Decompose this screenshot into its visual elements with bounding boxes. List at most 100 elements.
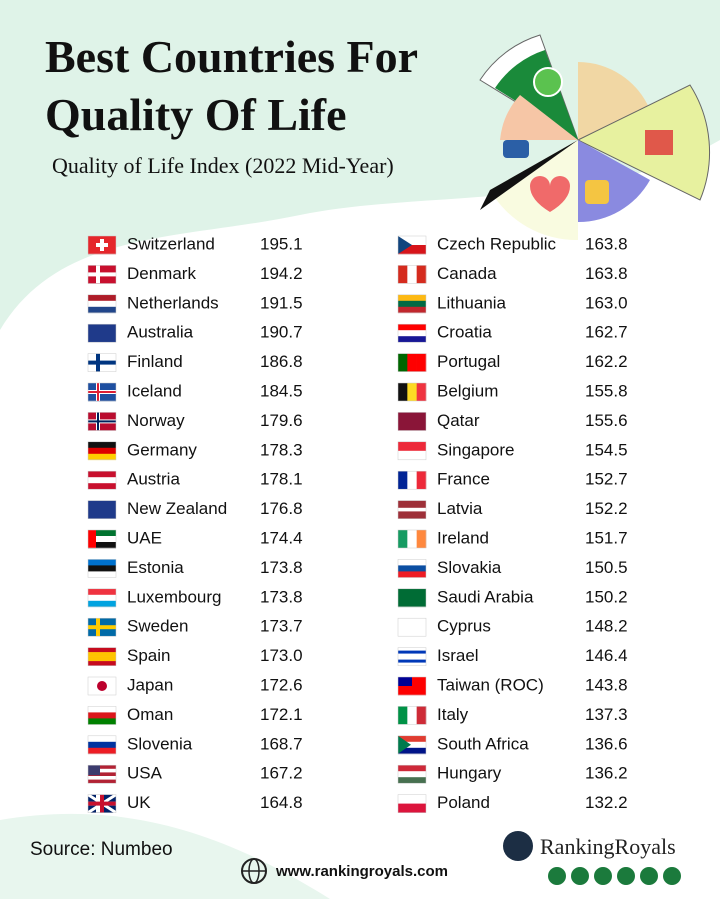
- country-value: 179.6: [260, 411, 303, 430]
- country-name: Iceland: [127, 381, 182, 400]
- flag-stripe: [88, 656, 116, 662]
- table-row: Finland 186.8: [87, 352, 303, 372]
- flag-stripe: [407, 265, 417, 284]
- country-name: USA: [127, 764, 163, 783]
- flag-stripe: [398, 747, 426, 755]
- country-name: Switzerland: [127, 234, 215, 253]
- country-name: Luxembourg: [127, 587, 222, 606]
- flag-border: [87, 706, 117, 725]
- flag-cross: [88, 801, 116, 806]
- country-name: Singapore: [437, 440, 515, 459]
- flag-border: [397, 764, 427, 784]
- globe-icon: [241, 858, 267, 884]
- flag-stripe: [88, 765, 116, 770]
- flag-stripe: [398, 706, 408, 725]
- flag-stripe: [88, 647, 116, 653]
- country-value: 150.5: [585, 558, 628, 577]
- flag-stripe: [88, 741, 116, 749]
- flag-border: [87, 647, 117, 666]
- flag-stripe: [416, 353, 427, 372]
- country-value: 136.2: [585, 764, 628, 783]
- country-name: UAE: [127, 528, 162, 547]
- table-row: Portugal 162.2: [397, 352, 628, 372]
- table-row: Norway 179.6: [87, 411, 303, 431]
- country-name: Cyprus: [437, 617, 491, 636]
- flag-stripe: [398, 771, 426, 778]
- flag-stripe: [88, 477, 116, 484]
- table-row: Israel 146.4: [397, 646, 628, 666]
- country-value: 191.5: [260, 293, 303, 312]
- flag-border: [397, 470, 427, 490]
- country-value: 136.6: [585, 734, 628, 753]
- flag-border: [397, 588, 427, 608]
- table-row: USA 167.2: [87, 764, 303, 784]
- country-name: Japan: [127, 675, 173, 694]
- country-name: Netherlands: [127, 293, 219, 312]
- country-value: 178.3: [260, 440, 303, 459]
- flag-stripe: [398, 588, 426, 608]
- flag-stripe: [88, 706, 116, 713]
- table-row: Qatar 155.6: [397, 411, 628, 431]
- country-name: Denmark: [127, 264, 196, 283]
- flag-stripe: [88, 441, 116, 449]
- table-row: Slovakia 150.5: [397, 558, 628, 578]
- flag-stripe: [398, 777, 426, 784]
- country-name: Oman: [127, 705, 173, 724]
- flag-stripe: [88, 530, 116, 537]
- table-row: Netherlands 191.5: [87, 293, 303, 314]
- country-value: 176.8: [260, 499, 303, 518]
- flag-stripe: [398, 515, 426, 519]
- flag-stripe: [398, 650, 426, 654]
- country-name: Sweden: [127, 617, 188, 636]
- flag-border: [87, 265, 117, 284]
- flag-stripe: [416, 383, 427, 401]
- flag-stripe: [398, 618, 426, 637]
- flag-stripe: [398, 571, 426, 578]
- social-icons: [548, 867, 681, 885]
- flag-border: [87, 382, 117, 402]
- flag-stripe: [398, 507, 426, 512]
- flag-stripe: [88, 747, 116, 755]
- flag-border: [397, 529, 427, 549]
- table-row: Cyprus 148.2: [397, 617, 628, 637]
- table-row: UAE 174.4: [87, 528, 303, 549]
- country-name: Slovakia: [437, 558, 502, 577]
- country-name: Canada: [437, 264, 497, 283]
- country-value: 173.0: [260, 646, 303, 665]
- flag-stripe: [88, 588, 116, 596]
- country-value: 172.1: [260, 705, 303, 724]
- country-value: 154.5: [585, 440, 628, 459]
- flag-border: [87, 676, 117, 696]
- country-name: Croatia: [437, 323, 492, 342]
- flag-stripe: [88, 661, 116, 666]
- decorative-pie: [479, 34, 711, 241]
- country-value: 163.8: [585, 234, 628, 253]
- country-name: Poland: [437, 793, 490, 812]
- table-row: Hungary 136.2: [397, 764, 628, 784]
- country-value: 167.2: [260, 764, 303, 783]
- flag-part: [398, 677, 412, 686]
- country-name: Spain: [127, 646, 170, 665]
- flag-stripe: [88, 718, 116, 725]
- flag-stripe: [398, 330, 426, 337]
- flag-border: [397, 735, 427, 755]
- flag-cross: [88, 420, 116, 423]
- flag-stripe: [88, 542, 116, 549]
- country-name: Ireland: [437, 528, 489, 547]
- table-row: Austria 178.1: [87, 470, 303, 490]
- table-row: Slovenia 168.7: [87, 734, 303, 755]
- flag-stripe: [407, 353, 417, 372]
- country-name: Taiwan (ROC): [437, 675, 544, 694]
- table-row: Saudi Arabia 150.2: [397, 587, 628, 608]
- flag-border: [397, 647, 427, 666]
- country-name: Lithuania: [437, 293, 507, 312]
- country-name: Estonia: [127, 558, 184, 577]
- table-row: South Africa 136.6: [397, 734, 628, 755]
- country-value: 190.7: [260, 323, 303, 342]
- country-value: 163.8: [585, 264, 628, 283]
- flag-part: [398, 236, 412, 254]
- country-value: 152.7: [585, 470, 628, 489]
- flag-stripe: [88, 536, 116, 543]
- table-row: Poland 132.2: [397, 793, 628, 813]
- flag-border: [87, 764, 117, 784]
